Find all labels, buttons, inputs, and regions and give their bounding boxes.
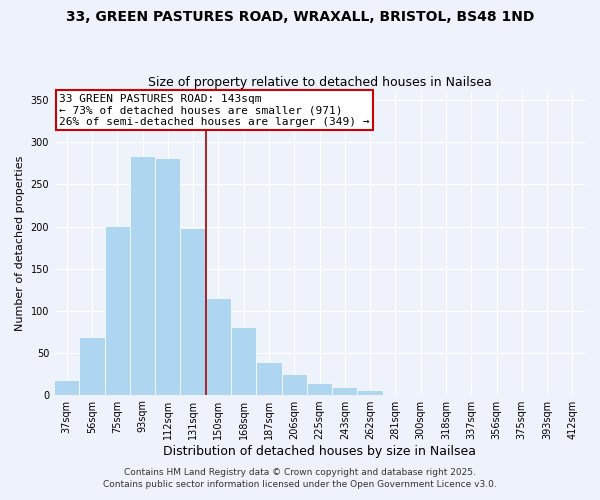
Y-axis label: Number of detached properties: Number of detached properties [15, 156, 25, 331]
Bar [155, 158, 181, 394]
Bar [332, 387, 358, 394]
Bar [231, 328, 256, 394]
Bar [358, 390, 383, 394]
Bar [256, 362, 281, 394]
Bar [206, 298, 231, 394]
Bar [181, 228, 206, 394]
Bar [130, 156, 155, 394]
Title: Size of property relative to detached houses in Nailsea: Size of property relative to detached ho… [148, 76, 491, 90]
Bar [281, 374, 307, 394]
Bar [104, 226, 130, 394]
X-axis label: Distribution of detached houses by size in Nailsea: Distribution of detached houses by size … [163, 444, 476, 458]
Text: 33, GREEN PASTURES ROAD, WRAXALL, BRISTOL, BS48 1ND: 33, GREEN PASTURES ROAD, WRAXALL, BRISTO… [66, 10, 534, 24]
Bar [79, 338, 104, 394]
Bar [307, 383, 332, 394]
Text: 33 GREEN PASTURES ROAD: 143sqm
← 73% of detached houses are smaller (971)
26% of: 33 GREEN PASTURES ROAD: 143sqm ← 73% of … [59, 94, 370, 127]
Text: Contains HM Land Registry data © Crown copyright and database right 2025.
Contai: Contains HM Land Registry data © Crown c… [103, 468, 497, 489]
Bar [54, 380, 79, 394]
